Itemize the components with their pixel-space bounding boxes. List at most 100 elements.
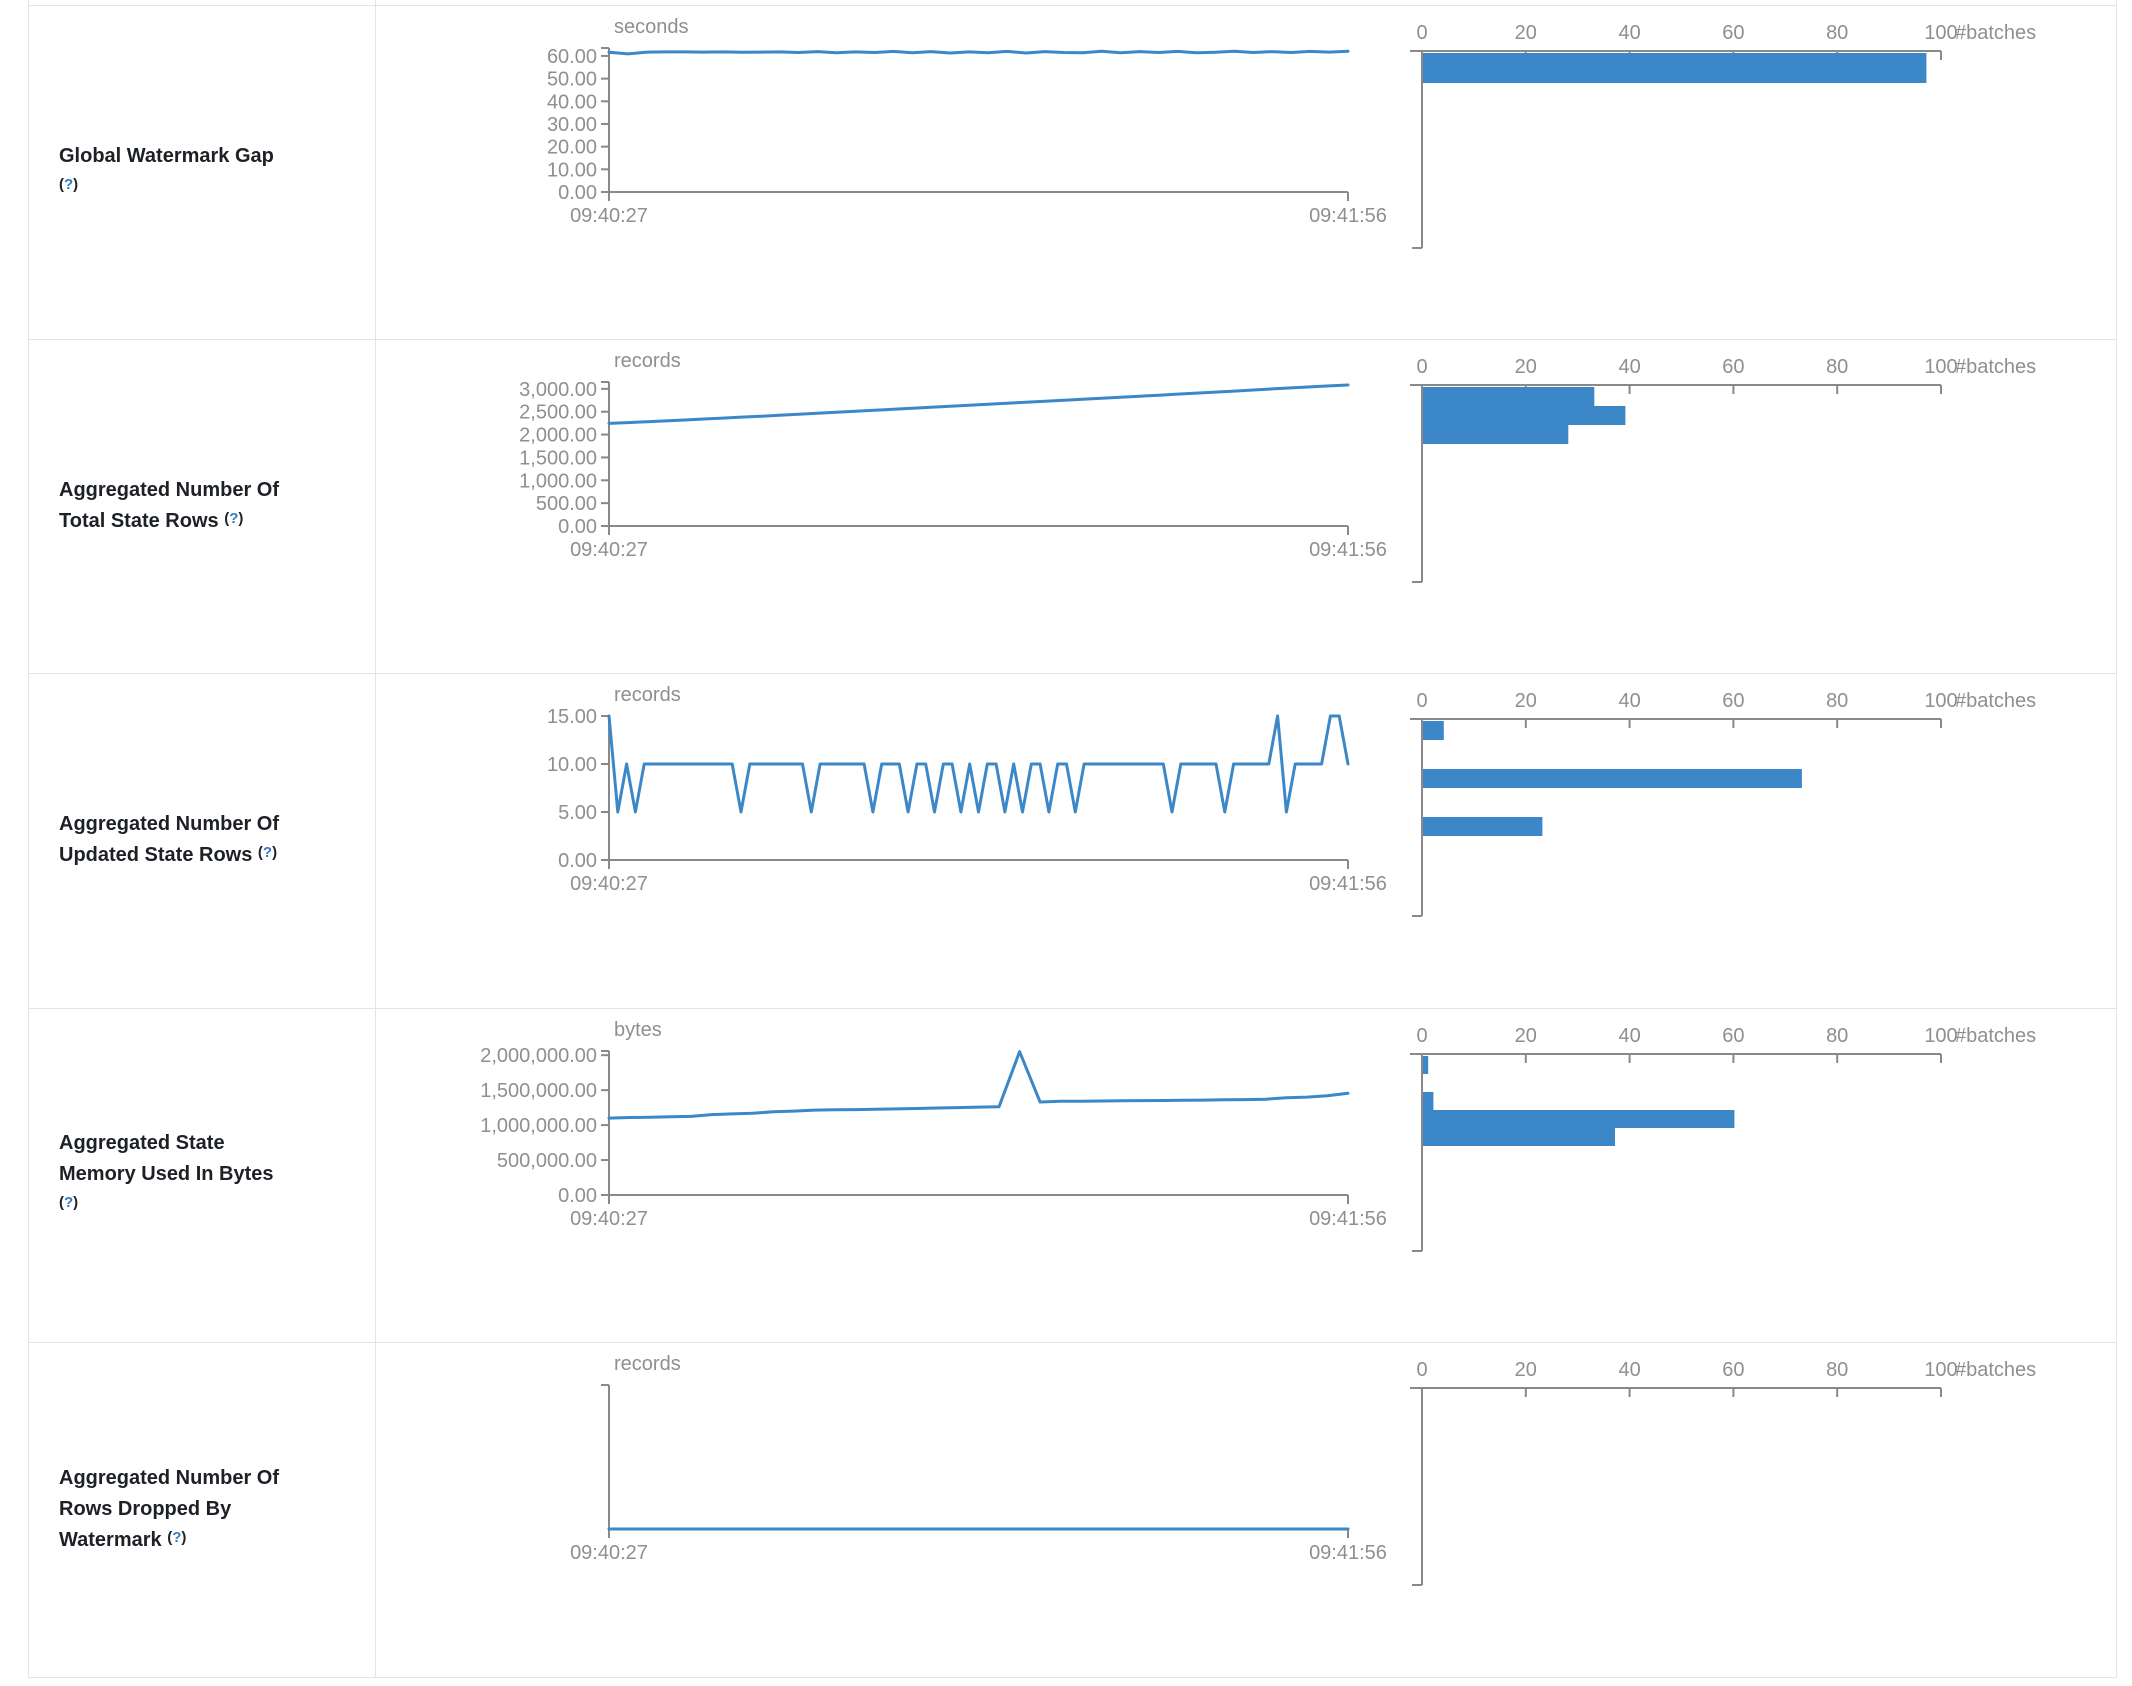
hist-tick-label: 40 (1618, 690, 1640, 712)
y-tick-label: 0.00 (558, 516, 597, 538)
metric-row: Aggregated Number Of Total State Rows (?)… (29, 340, 2116, 675)
hist-tick-label: 20 (1515, 356, 1537, 378)
metric-label: Aggregated State Memory Used In Bytes (?) (59, 1132, 274, 1212)
help-link[interactable]: (?) (59, 176, 79, 194)
timeline-series-line (607, 383, 1350, 426)
y-tick-label: 0.00 (558, 850, 597, 872)
histogram-bar (1423, 425, 1569, 445)
y-tick-label: 2,000,000.00 (480, 1045, 597, 1067)
batches-axis-label: #batches (1955, 22, 2036, 44)
time-label-start: 09:40:27 (570, 1542, 648, 1564)
hist-tick-label: 60 (1722, 690, 1744, 712)
time-label-end: 09:41:56 (1309, 1542, 1387, 1564)
y-tick-label: 60.00 (547, 46, 597, 68)
y-tick-label: 1,000,000.00 (480, 1115, 597, 1137)
batches-axis-label: #batches (1955, 1025, 2036, 1047)
histogram-bar (1423, 1127, 1615, 1146)
help-link[interactable]: (?) (224, 510, 244, 528)
timeline-chart: bytes 2,000,000.00 1,500,000.00 1,000,000.0… (480, 1019, 1387, 1230)
histogram-chart: 0 20 40 60 80 100#batches (1410, 690, 2036, 918)
histogram-bar (1423, 721, 1444, 741)
timeline-cell: records 3,000.00 2,500.00 2,000.00 1,500.00 1… (376, 340, 1391, 673)
y-tick-label: 20.00 (547, 137, 597, 159)
hist-tick-label: 20 (1515, 1359, 1537, 1381)
timeline-cell: bytes 2,000,000.00 1,500,000.00 1,000,000.0… (376, 1009, 1391, 1342)
hist-tick-label: 60 (1722, 356, 1744, 378)
hist-tick-label: 80 (1826, 690, 1848, 712)
hist-tick-label: 40 (1618, 356, 1640, 378)
hist-tick-label: 80 (1826, 1025, 1848, 1047)
metric-label: Aggregated Number Of Rows Dropped By Water… (59, 1466, 280, 1551)
y-tick-label: 40.00 (547, 91, 597, 113)
unit-label: seconds (614, 16, 689, 38)
metric-label-cell: Aggregated Number Of Rows Dropped By Water… (29, 1342, 376, 1677)
histogram-chart: 0 20 40 60 80 100#batches (1410, 22, 2036, 249)
hist-tick-label: 100 (1924, 1359, 1957, 1381)
timeline-chart: records 3,000.002,500.002,000.001,500.001… (519, 350, 1387, 561)
histogram-bar (1423, 406, 1626, 426)
statistics-table: Global Watermark Gap (?) seconds 60.00 50.00… (28, 5, 2117, 1678)
time-label-start: 09:40:27 (570, 205, 648, 227)
hist-tick-label: 100 (1924, 22, 1957, 44)
hist-tick-label: 80 (1826, 22, 1848, 44)
y-tick-label: 2,500.00 (519, 402, 597, 424)
histogram-chart: 0 20 40 60 80 100#batches (1410, 1359, 2036, 1586)
metric-row: Aggregated Number Of Updated State Rows (… (29, 674, 2116, 1009)
histogram-bar (1423, 769, 1802, 789)
unit-label: records (614, 684, 681, 706)
batches-axis-label: #batches (1955, 690, 2036, 712)
question-mark[interactable]: ? (172, 1528, 182, 1546)
histogram-bar (1423, 53, 1927, 83)
timeline-chart: records 09:40:27 09:41:56 (570, 1353, 1387, 1564)
timeline-series-line (607, 1049, 1350, 1120)
hist-tick-label: 0 (1416, 1359, 1427, 1381)
question-mark[interactable]: ? (64, 176, 74, 194)
time-label-start: 09:40:27 (570, 1208, 648, 1230)
histogram-cell: 0 20 40 60 80 100 #batches (1391, 340, 2116, 673)
hist-tick-label: 0 (1416, 1025, 1427, 1047)
histogram-chart: 0 20 40 60 80 100#batches (1410, 356, 2036, 584)
timeline-cell: records 09:40:27 09:41:56 (376, 1343, 1391, 1677)
y-tick-label: 10.00 (547, 754, 597, 776)
timeline-cell: seconds 60.00 50.00 40.00 30.00 20.00 10.00 0.0… (376, 6, 1391, 339)
metric-label: Global Watermark Gap (?) (59, 145, 274, 194)
time-label-end: 09:41:56 (1309, 205, 1387, 227)
time-label-start: 09:40:27 (570, 873, 648, 895)
time-label-end: 09:41:56 (1309, 873, 1387, 895)
hist-tick-label: 100 (1924, 1025, 1957, 1047)
help-link[interactable]: (?) (59, 1194, 79, 1212)
y-tick-label: 500,000.00 (497, 1150, 597, 1172)
hist-tick-label: 0 (1416, 356, 1427, 378)
metric-label: Aggregated Number Of Total State Rows (?) (59, 479, 280, 533)
y-tick-label: 1,500.00 (519, 448, 597, 470)
histogram-bar (1423, 387, 1595, 407)
question-mark[interactable]: ? (64, 1194, 74, 1212)
y-tick-label: 5.00 (558, 802, 597, 824)
hist-tick-label: 80 (1826, 1359, 1848, 1381)
unit-label: records (614, 350, 681, 372)
timeline-cell: records 15.00 10.00 5.00 0.00 09:40:27 09:41:5… (376, 674, 1391, 1007)
question-mark[interactable]: ? (229, 510, 239, 528)
table-border-stub-left (28, 0, 29, 5)
metric-label-cell: Aggregated State Memory Used In Bytes (?) (29, 1008, 376, 1342)
batches-axis-label: #batches (1955, 1359, 2036, 1381)
table-border-stub-mid (375, 0, 376, 5)
histogram-cell: 0 20 40 60 80 100 #batches (1391, 6, 2116, 339)
y-tick-label: 30.00 (547, 114, 597, 136)
help-link[interactable]: (?) (167, 1528, 187, 1546)
y-tick-label: 2,000.00 (519, 425, 597, 447)
hist-tick-label: 0 (1416, 690, 1427, 712)
hist-tick-label: 60 (1722, 22, 1744, 44)
y-tick-label: 1,000.00 (519, 470, 597, 492)
table-border-stub-right (2116, 0, 2117, 5)
timeline-series-line (607, 714, 1350, 814)
hist-tick-label: 100 (1924, 356, 1957, 378)
hist-tick-label: 80 (1826, 356, 1848, 378)
question-mark[interactable]: ? (262, 844, 273, 862)
time-label-start: 09:40:27 (570, 539, 648, 561)
time-label-end: 09:41:56 (1309, 1208, 1387, 1230)
y-tick-label: 50.00 (547, 69, 597, 91)
hist-tick-label: 40 (1618, 1025, 1640, 1047)
help-link[interactable]: (?) (257, 844, 278, 862)
